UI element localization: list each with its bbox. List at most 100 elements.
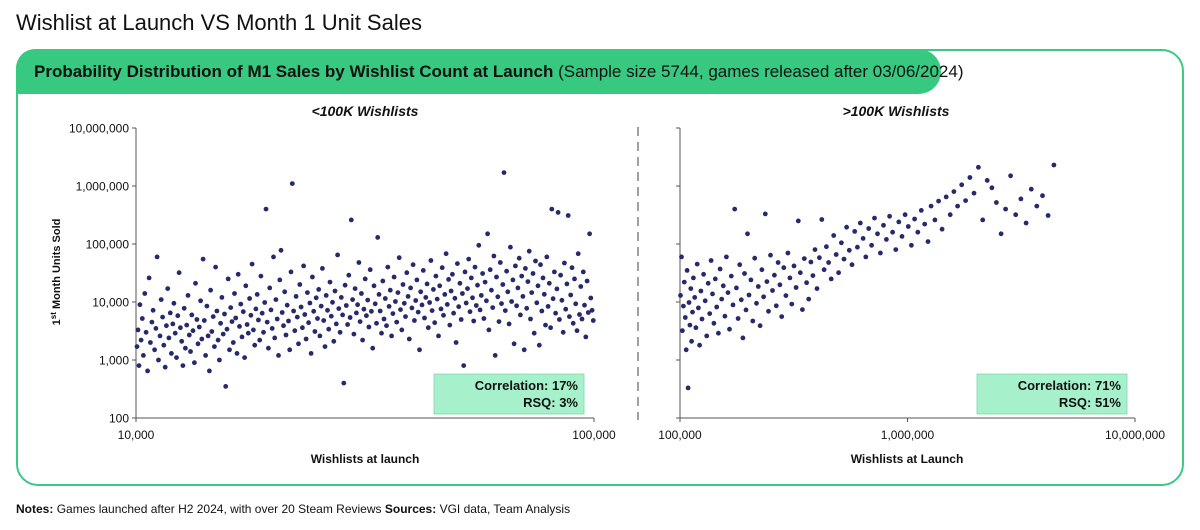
data-point [875,231,880,237]
data-point [149,319,155,325]
data-point [317,333,323,339]
data-point [418,289,424,295]
data-point [682,315,688,320]
data-point [967,175,973,180]
data-point [509,299,514,304]
data-point [190,328,196,334]
data-point [162,364,168,370]
data-point [587,231,592,237]
y-tick-label: 100 [109,412,129,426]
data-point [150,307,156,313]
data-point [519,273,525,279]
data-point [443,251,449,257]
data-point [482,279,488,285]
data-point [1023,220,1029,226]
data-point [585,310,591,315]
rsq-label-1: RSQ: 51% [1059,395,1122,410]
data-point [1051,162,1057,168]
data-point [296,341,301,347]
data-point [303,336,309,342]
data-point [359,291,364,296]
data-point [764,279,770,284]
data-point [511,341,517,347]
data-point [477,307,483,313]
data-point [395,290,401,295]
data-point [504,268,509,274]
data-point [687,322,693,328]
data-point [520,294,526,299]
data-point [161,342,167,348]
data-point [839,240,844,246]
data-point [364,313,369,319]
data-point [526,248,532,254]
data-point [448,288,454,294]
data-point [743,307,749,313]
data-point [282,289,288,295]
x-tick-label: 100,000 [572,428,616,442]
data-point [318,303,324,309]
data-point [951,189,957,195]
data-point [450,271,455,277]
data-point [817,255,822,261]
data-point [575,251,581,257]
data-point [367,267,373,273]
data-point [1008,173,1013,179]
data-point [137,302,143,308]
data-point [681,303,686,309]
data-point [468,275,474,281]
data-point [379,330,384,336]
data-point [559,297,565,303]
data-point [800,307,805,312]
data-point [154,254,160,260]
data-point [298,304,304,310]
data-point [391,274,397,280]
data-point [772,272,777,278]
data-point [565,213,571,218]
data-point [562,260,567,266]
panel-title-1: >100K Wishlists [843,103,950,119]
data-point [852,229,858,234]
data-point [456,304,462,310]
data-point [462,269,468,275]
data-point [276,353,281,358]
x-tick-label: 10,000 [118,428,155,442]
data-point [1028,186,1034,192]
data-point [539,308,545,314]
data-point [337,329,343,335]
data-point [188,349,193,354]
data-point [1018,196,1024,202]
data-point [872,215,877,221]
data-point [169,351,174,356]
data-point [546,280,552,286]
data-point [789,301,795,307]
data-point [752,255,758,261]
x-axis-label-1: Wishlists at Launch [851,452,964,466]
data-point [335,252,340,258]
data-point [505,289,511,295]
data-point [534,300,540,306]
data-point [553,310,558,316]
data-point [963,198,968,204]
data-point [283,332,289,338]
data-point [557,317,562,322]
data-point [692,295,698,300]
data-point [315,316,320,321]
data-point [833,252,839,257]
data-point [994,200,999,205]
data-point [369,308,374,314]
data-point [582,302,587,308]
data-point [222,311,227,317]
data-point [235,271,241,277]
data-point [225,276,231,282]
data-point [321,318,327,323]
data-point [558,272,563,278]
data-point [683,347,689,353]
data-point [544,254,550,260]
data-point [352,286,358,291]
data-point [393,299,398,304]
notes-text: Games launched after H2 2024, with over … [56,502,382,516]
data-point [244,322,250,327]
data-point [341,380,347,386]
data-point [768,252,773,258]
data-point [176,270,182,276]
